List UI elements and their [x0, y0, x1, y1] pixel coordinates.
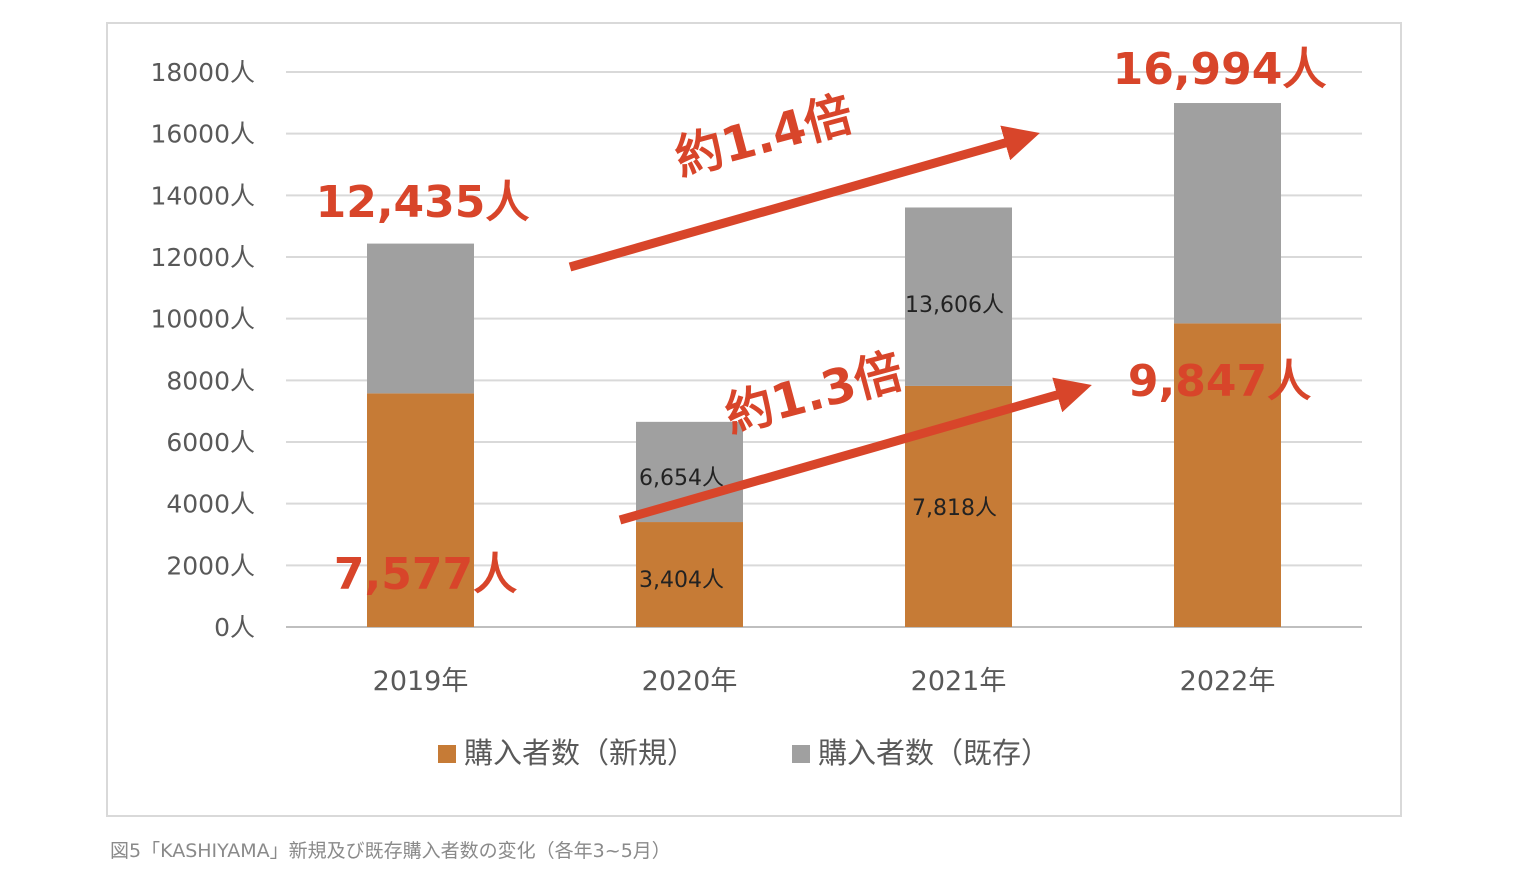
data-label-new: 3,404人: [639, 568, 724, 593]
legend-label-new: 購入者数（新規）: [464, 736, 696, 770]
x-tick-label: 2021年: [911, 666, 1007, 697]
data-label-new: 7,818人: [912, 496, 997, 521]
annotation-label: 約1.3倍: [719, 343, 908, 444]
y-tick-label: 14000人: [150, 181, 255, 210]
y-tick-label: 0人: [214, 613, 255, 642]
figure-caption: 図5「KASHIYAMA」新規及び既存購入者数の変化（各年3~5月）: [110, 840, 671, 862]
x-tick-label: 2020年: [642, 666, 738, 697]
bar-existing: [905, 207, 1012, 386]
y-tick-label: 10000人: [150, 305, 255, 334]
bar-new: [367, 393, 474, 627]
bar-new: [1174, 323, 1281, 627]
x-tick-label: 2019年: [373, 666, 469, 697]
growth-arrow: [618, 377, 1092, 525]
data-label-new: 7,577人: [334, 549, 517, 600]
bar-existing: [636, 421, 743, 523]
bar-existing: [367, 243, 474, 394]
legend-swatch-new: [438, 745, 456, 763]
bar-new: [636, 522, 743, 627]
data-label-total: 12,435人: [316, 177, 530, 228]
growth-arrow: [568, 125, 1040, 272]
y-tick-label: 6000人: [166, 428, 255, 457]
legend-label-existing: 購入者数（既存）: [818, 736, 1050, 770]
y-tick-label: 16000人: [150, 120, 255, 149]
data-label-total: 6,654人: [639, 466, 724, 491]
y-tick-label: 18000人: [150, 58, 255, 87]
legend-swatch-existing: [792, 745, 810, 763]
data-label-total: 13,606人: [905, 293, 1004, 318]
bar-existing: [1174, 103, 1281, 324]
stacked-bar-chart: 0人 2000人 4000人 6000人 8000人 10000人 12000人 14000人…: [150, 44, 1362, 770]
y-tick-label: 12000人: [150, 243, 255, 272]
annotation-label: 約1.4倍: [669, 86, 858, 187]
y-tick-label: 4000人: [166, 490, 255, 519]
data-label-total: 16,994人: [1113, 44, 1327, 95]
y-tick-label: 2000人: [166, 551, 255, 580]
data-label-new: 9,847人: [1128, 356, 1311, 407]
y-tick-label: 8000人: [166, 366, 255, 395]
x-tick-label: 2022年: [1180, 666, 1276, 697]
chart-frame: 0人 2000人 4000人 6000人 8000人 10000人 12000人 14000人…: [106, 22, 1402, 817]
